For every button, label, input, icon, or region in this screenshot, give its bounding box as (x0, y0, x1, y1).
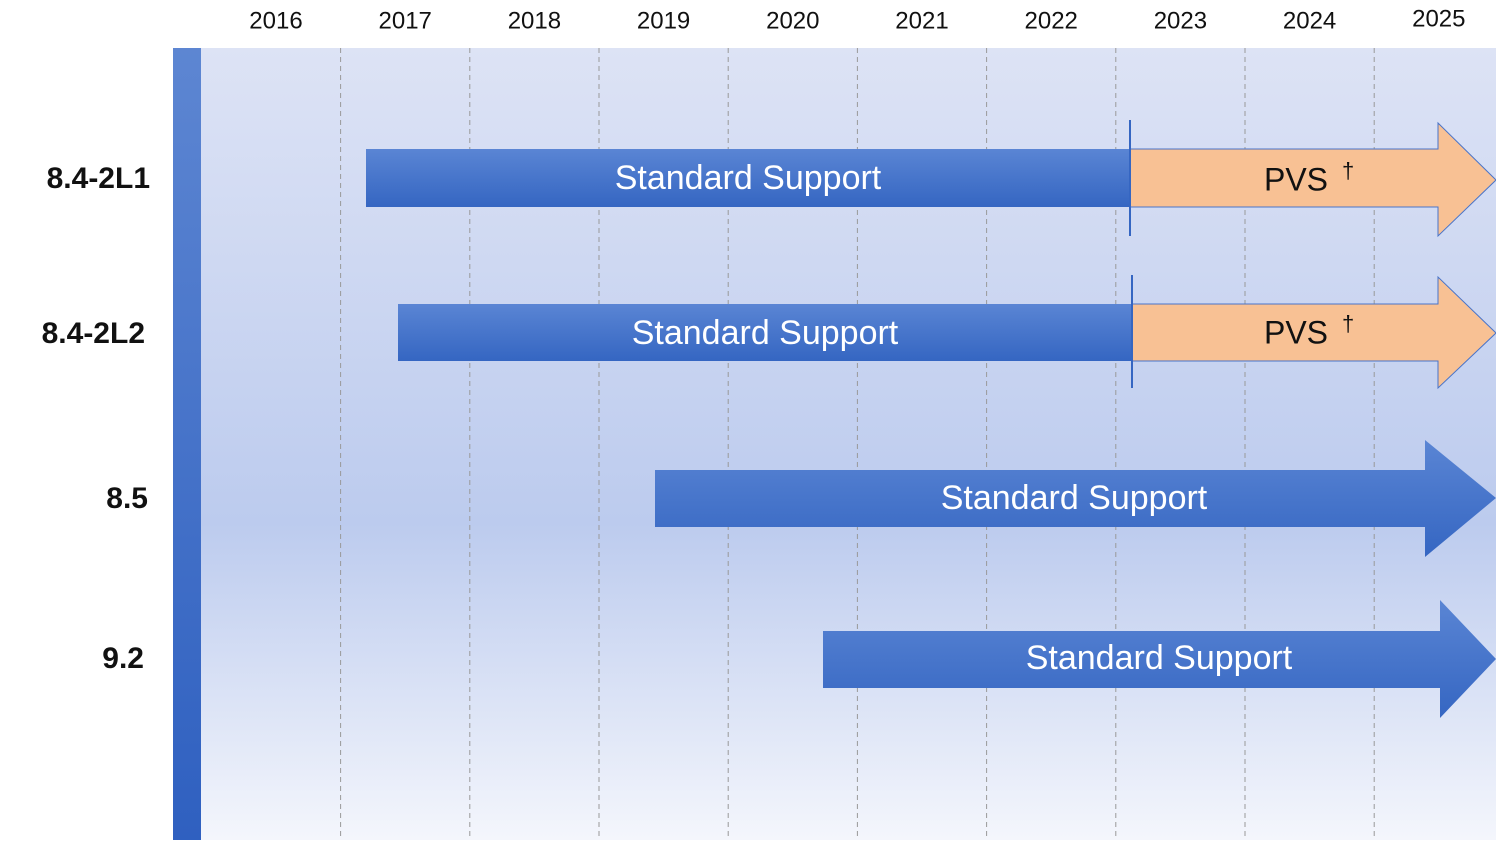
grid (340, 48, 1375, 840)
pvs-text: PVS (1264, 314, 1328, 350)
year-label: 2019 (637, 7, 690, 34)
row-label: 9.2 (102, 642, 144, 675)
standard-arrow (655, 440, 1496, 557)
pvs-note: † (1342, 158, 1354, 183)
year-label: 2017 (379, 7, 432, 34)
year-label: 2022 (1025, 7, 1078, 34)
standard-bar (398, 304, 1132, 361)
year-label: 2020 (766, 7, 819, 34)
standard-bar (366, 149, 1130, 207)
axis-bar (173, 48, 201, 840)
bar-text: Standard Support (1026, 639, 1293, 677)
pvs-arrow (1129, 121, 1496, 238)
row-label: 8.4-2L1 (47, 162, 150, 195)
row-label: 8.5 (106, 482, 148, 515)
year-label: 2025 (1412, 5, 1465, 32)
bar-text: Standard Support (941, 479, 1208, 517)
year-label: 2024 (1283, 7, 1336, 34)
year-label: 2018 (508, 7, 561, 34)
year-label: 2016 (249, 7, 302, 34)
standard-arrow (823, 600, 1496, 718)
pvs-note: † (1342, 311, 1354, 336)
pvs-arrow (1131, 275, 1496, 390)
year-label: 2023 (1154, 7, 1207, 34)
bar-text: Standard Support (615, 159, 882, 197)
row-label: 8.4-2L2 (42, 317, 145, 350)
pvs-text: PVS (1264, 161, 1328, 197)
year-label: 2021 (895, 7, 948, 34)
year-labels: 2016 2017 2018 2019 2020 2021 2022 2023 2024 2025 (249, 5, 1465, 34)
bar-text: Standard Support (632, 314, 899, 352)
